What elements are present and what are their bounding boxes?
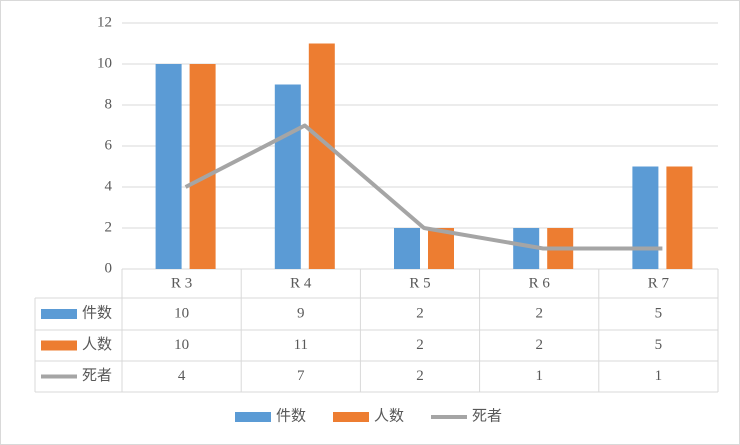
bar (666, 166, 693, 269)
x-tick-label: R 3 (171, 275, 192, 291)
y-tick-label: 8 (105, 96, 113, 112)
y-tick-label: 4 (105, 178, 113, 194)
bar (189, 64, 216, 269)
legend-label: 死者 (472, 407, 502, 424)
table-cell: 9 (297, 305, 305, 321)
y-tick-label: 0 (105, 260, 113, 276)
bar (155, 64, 182, 269)
table-cell: 2 (416, 368, 424, 384)
table-cell: 2 (416, 305, 424, 321)
bar (428, 228, 454, 269)
table-row-label: 死者 (82, 367, 112, 384)
table-key (41, 340, 77, 351)
bar (632, 166, 659, 269)
bar (394, 228, 420, 269)
y-tick-label: 2 (105, 219, 113, 235)
legend-label: 件数 (276, 407, 306, 424)
bar (308, 43, 335, 269)
y-tick-label: 10 (97, 55, 112, 71)
table-key (41, 309, 77, 319)
bar (274, 84, 301, 269)
table-cell: 2 (416, 337, 424, 353)
legend-key (333, 412, 369, 422)
table-cell: 10 (174, 305, 189, 321)
table-cell: 2 (535, 337, 543, 353)
y-tick-label: 6 (105, 137, 113, 153)
table-cell: 7 (297, 368, 305, 384)
y-tick-label: 12 (97, 14, 112, 30)
table-cell: 5 (655, 305, 663, 321)
table-cell: 2 (535, 305, 543, 321)
table-cell: 1 (655, 368, 663, 384)
x-tick-label: R 5 (409, 275, 430, 291)
table-cell: 1 (535, 368, 543, 384)
legend-key (235, 412, 271, 422)
line (184, 123, 663, 251)
table-cell: 4 (178, 368, 186, 384)
table-cell: 5 (655, 337, 663, 353)
x-tick-label: R 4 (290, 275, 312, 291)
table-cell: 11 (294, 337, 308, 353)
x-tick-label: R 7 (648, 275, 670, 291)
table-row-label: 人数 (82, 336, 112, 353)
table-cell: 10 (174, 337, 189, 353)
table-row-label: 件数 (82, 304, 112, 321)
x-tick-label: R 6 (529, 275, 551, 291)
legend-label: 人数 (374, 407, 404, 424)
